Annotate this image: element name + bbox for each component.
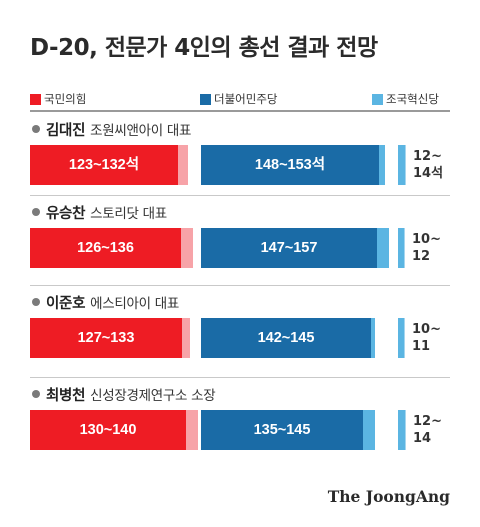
bullet-icon: [32, 208, 40, 216]
bar-dem-label: 135~145: [253, 422, 311, 438]
legend-swatch-dem: [200, 93, 211, 105]
expert-role: 조원씨앤아이 대표: [90, 123, 192, 139]
bar-dem-min: [201, 228, 377, 268]
bar-dem-label: 147~157: [260, 240, 318, 256]
expert-role: 에스티아이 대표: [90, 296, 179, 312]
bullet-icon: [32, 390, 40, 398]
bar-reb-label: 12~ 14석: [413, 148, 443, 182]
expert-name: 유승찬: [46, 205, 86, 222]
row-separator: [30, 377, 450, 378]
bar-ppp-label: 130~140: [79, 422, 137, 438]
row-separator: [30, 285, 450, 286]
bar-ppp-label: 123~132석: [68, 157, 140, 173]
expert-role: 신성장경제연구소 소장: [90, 388, 216, 404]
bar-reb-label-bottom: 11: [412, 339, 431, 354]
bar-dem-min: [201, 145, 379, 185]
bar-ppp-min: [30, 228, 181, 268]
bar-reb-label: 10~ 12: [412, 231, 441, 265]
bar-reb-min: [398, 318, 404, 358]
bar-ppp-min: [30, 145, 178, 185]
expert-header: 이준호 에스티아이 대표: [32, 293, 179, 312]
bar-ppp-min: [30, 410, 186, 450]
bar-reb-label-top: 10~: [412, 322, 441, 337]
legend-label-ppp: 국민의힘: [44, 92, 87, 106]
legend-swatch-ppp: [30, 93, 41, 105]
expert-role: 스토리닷 대표: [90, 206, 167, 222]
expert-header: 최병천 신성장경제연구소 소장: [32, 385, 216, 404]
legend-label-dem: 더불어민주당: [214, 92, 278, 106]
bar-reb-min: [398, 228, 404, 268]
legend-item-reb: 조국혁신당: [372, 92, 439, 106]
legend-label-reb: 조국혁신당: [386, 92, 439, 106]
bar-reb-label: 10~ 11: [412, 321, 441, 355]
legend-swatch-reb: [372, 93, 383, 105]
bar-reb-min: [398, 410, 405, 450]
bullet-icon: [32, 298, 40, 306]
bullet-icon: [32, 125, 40, 133]
source-credit: The JoongAng: [327, 487, 450, 506]
bar-dem-min: [201, 410, 363, 450]
bar-ppp-label: 127~133: [77, 330, 135, 346]
bar-dem-label: 142~145: [257, 330, 315, 346]
chart-title: D-20, 전문가 4인의 총선 결과 전망: [30, 35, 378, 61]
expert-name: 이준호: [46, 295, 86, 312]
expert-header: 김대진 조원씨앤아이 대표: [32, 120, 192, 139]
expert-name: 김대진: [46, 122, 86, 139]
bar-reb-label: 12~ 14: [413, 413, 442, 447]
row-separator: [30, 195, 450, 196]
bar-reb-label-bottom: 14석: [413, 166, 444, 181]
bar-ppp-label: 126~136: [77, 240, 134, 256]
bar-reb-label-bottom: 14: [413, 431, 432, 446]
bar-reb-label-bottom: 12: [412, 249, 431, 264]
bar-reb-label-top: 10~: [412, 232, 441, 247]
bar-reb-label-top: 12~: [413, 149, 442, 164]
expert-name: 최병천: [46, 387, 86, 404]
legend-item-ppp: 국민의힘: [30, 92, 86, 106]
legend-item-dem: 더불어민주당: [200, 92, 277, 106]
legend-divider: [30, 110, 450, 112]
expert-header: 유승찬 스토리닷 대표: [32, 203, 167, 222]
bar-dem-label: 148~153석: [254, 157, 326, 173]
bar-reb-min: [398, 145, 405, 185]
bar-dem-min: [201, 318, 371, 358]
bar-reb-label-top: 12~: [413, 414, 442, 429]
bar-ppp-min: [30, 318, 182, 358]
